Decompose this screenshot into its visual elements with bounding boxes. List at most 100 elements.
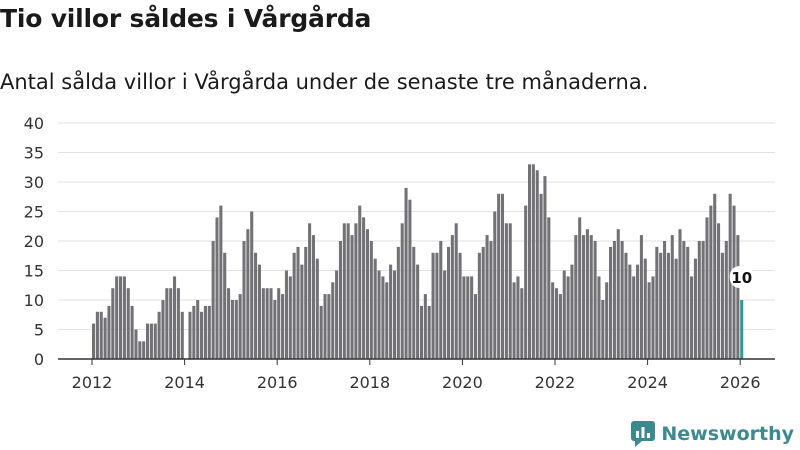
bar (585, 229, 589, 359)
bar (666, 252, 670, 359)
annotations: 10 (729, 266, 754, 288)
bar (277, 288, 281, 359)
bar (173, 276, 177, 359)
bar (543, 176, 547, 359)
bar (107, 305, 111, 359)
bar (111, 288, 115, 359)
bar (616, 229, 620, 359)
bar (95, 311, 99, 359)
bar (358, 205, 362, 359)
y-tick-label: 20 (24, 232, 44, 251)
bar (446, 246, 451, 359)
highlight-label: 10 (731, 269, 752, 287)
brand-name: Newsworthy (661, 423, 794, 445)
x-axis: 2012 2014 2016 2018 2020 2022 2024 2026 (58, 358, 775, 392)
bar (601, 300, 605, 359)
bar (632, 276, 636, 359)
x-tick-label: 2022 (535, 373, 576, 392)
bar (115, 276, 119, 359)
bar (207, 305, 211, 359)
bar (92, 323, 96, 359)
bar (223, 252, 227, 359)
bar (686, 246, 690, 359)
bar (354, 223, 358, 359)
bar (250, 211, 254, 359)
bar (176, 288, 180, 359)
bar (713, 193, 717, 359)
bar (570, 264, 574, 359)
bar (643, 258, 647, 359)
bar (555, 288, 559, 359)
bar (338, 241, 342, 359)
bar (504, 223, 508, 359)
bars (92, 164, 744, 359)
bar (458, 252, 462, 359)
bar (431, 252, 435, 359)
bar (119, 276, 123, 359)
bar (690, 276, 694, 359)
bar (365, 229, 369, 359)
bar (126, 288, 130, 359)
bar (578, 217, 582, 359)
bar (346, 223, 350, 359)
bar (203, 305, 207, 359)
bar (342, 223, 346, 359)
bar (261, 288, 265, 359)
bar (462, 276, 466, 359)
bar (651, 276, 655, 359)
bar (323, 294, 327, 359)
bar (705, 217, 709, 359)
bar (466, 276, 470, 359)
bar (551, 282, 555, 359)
bar (709, 205, 713, 359)
bar (512, 282, 516, 359)
y-tick-label: 5 (34, 321, 44, 340)
x-tick-label: 2014 (164, 373, 205, 392)
bar (350, 235, 354, 359)
bar (377, 270, 381, 359)
x-tick-label: 2026 (720, 373, 761, 392)
x-tick-label: 2020 (442, 373, 483, 392)
bar (454, 223, 458, 359)
bar (697, 241, 701, 359)
bar (670, 235, 674, 359)
bar (489, 241, 493, 359)
bar (524, 205, 528, 359)
bar (493, 211, 497, 359)
bar (200, 311, 204, 359)
bar (628, 264, 632, 359)
y-tick-label: 15 (24, 262, 44, 281)
bar (682, 241, 686, 359)
bar (273, 300, 277, 359)
bar (605, 282, 609, 359)
brand: Newsworthy (631, 419, 794, 449)
bar (720, 252, 724, 359)
bar (450, 235, 454, 359)
y-tick-label: 25 (24, 203, 44, 222)
bar (639, 235, 643, 359)
bar (470, 276, 474, 359)
bar (516, 276, 520, 359)
bar (304, 246, 308, 359)
bar (369, 241, 373, 359)
bar (269, 288, 273, 359)
bar (103, 317, 107, 359)
bar (319, 305, 323, 359)
newsworthy-logo-icon (631, 421, 656, 447)
bar (412, 246, 416, 359)
bar (392, 270, 397, 359)
bar (400, 223, 404, 359)
bar (227, 288, 231, 359)
bar (308, 223, 312, 359)
bar (674, 258, 678, 359)
bar-highlight (740, 300, 744, 359)
bar (281, 294, 285, 359)
bar (659, 252, 663, 359)
bar (335, 270, 339, 359)
bar (180, 311, 184, 359)
bar (242, 241, 246, 359)
bar (527, 164, 532, 359)
bar (238, 294, 242, 359)
bar (389, 264, 393, 359)
